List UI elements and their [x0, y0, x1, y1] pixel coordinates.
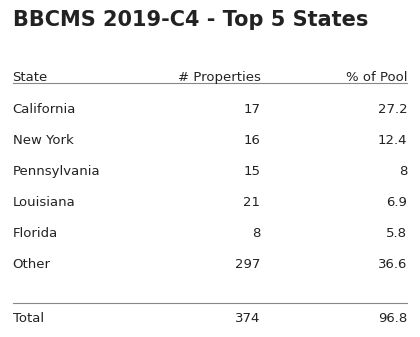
Text: # Properties: # Properties	[178, 71, 260, 84]
Text: 12.4: 12.4	[378, 134, 407, 147]
Text: 27.2: 27.2	[378, 103, 407, 116]
Text: 8: 8	[252, 227, 260, 240]
Text: 17: 17	[244, 103, 260, 116]
Text: State: State	[13, 71, 48, 84]
Text: 21: 21	[244, 196, 260, 209]
Text: % of Pool: % of Pool	[346, 71, 407, 84]
Text: 36.6: 36.6	[378, 258, 407, 271]
Text: New York: New York	[13, 134, 74, 147]
Text: Florida: Florida	[13, 227, 58, 240]
Text: BBCMS 2019-C4 - Top 5 States: BBCMS 2019-C4 - Top 5 States	[13, 10, 368, 30]
Text: 15: 15	[244, 165, 260, 178]
Text: Pennsylvania: Pennsylvania	[13, 165, 100, 178]
Text: Other: Other	[13, 258, 50, 271]
Text: 16: 16	[244, 134, 260, 147]
Text: 6.9: 6.9	[386, 196, 407, 209]
Text: California: California	[13, 103, 76, 116]
Text: Total: Total	[13, 312, 44, 325]
Text: 8: 8	[399, 165, 407, 178]
Text: 374: 374	[235, 312, 260, 325]
Text: 5.8: 5.8	[386, 227, 407, 240]
Text: 297: 297	[235, 258, 260, 271]
Text: Louisiana: Louisiana	[13, 196, 75, 209]
Text: 96.8: 96.8	[378, 312, 407, 325]
